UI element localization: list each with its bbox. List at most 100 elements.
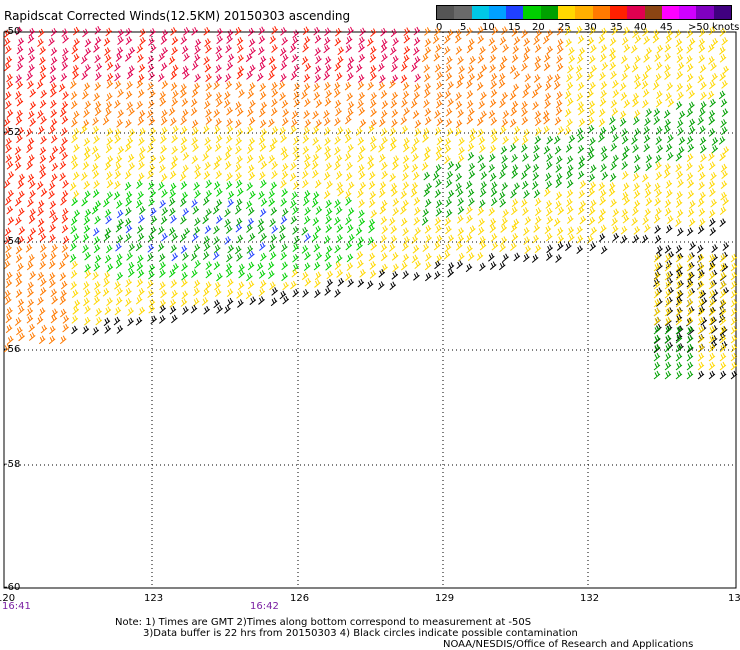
wind-barb [334, 261, 342, 270]
wind-barb [49, 234, 56, 243]
note-line-2: 3)Data buffer is 22 hrs from 20150303 4)… [143, 628, 578, 639]
wind-barb [247, 207, 255, 216]
wind-barb [688, 37, 696, 47]
wind-barb [688, 218, 696, 227]
wind-barb [105, 92, 113, 102]
wind-barb [49, 252, 57, 261]
wind-barb [644, 224, 651, 233]
wind-barb [358, 53, 366, 63]
wind-barb [521, 180, 529, 190]
wind-barb [17, 305, 25, 315]
wind-barb [235, 172, 242, 181]
wind-barb [643, 36, 650, 45]
wind-barb [236, 37, 244, 46]
wind-barb [106, 127, 113, 137]
wind-barb [202, 196, 210, 206]
wind-barb [708, 152, 715, 162]
wind-barb [93, 244, 101, 254]
wind-barb [553, 217, 561, 227]
wind-barb [115, 296, 123, 306]
wind-barb [82, 119, 90, 129]
wind-barb [280, 251, 288, 261]
wind-barb [455, 119, 463, 129]
wind-barb [357, 153, 364, 163]
wind-barb [599, 97, 607, 107]
legend-swatch [696, 6, 714, 19]
wind-barb [708, 298, 716, 308]
wind-barb [326, 270, 334, 280]
wind-barb [225, 180, 233, 190]
wind-barb [125, 224, 133, 234]
wind-barb [125, 90, 133, 100]
legend-swatch [558, 6, 576, 19]
wind-barb [314, 65, 322, 75]
wind-barb [711, 137, 719, 146]
wind-barb [435, 145, 443, 155]
wind-barb [304, 233, 311, 242]
wind-barb [653, 307, 661, 317]
wind-barb [270, 207, 278, 216]
wind-barb [138, 161, 145, 170]
wind-barb [324, 64, 332, 73]
wind-barb [334, 244, 341, 254]
wind-barb [149, 127, 157, 136]
wind-barb [686, 45, 693, 54]
wind-barb [323, 117, 331, 127]
wind-barb [50, 134, 58, 144]
wind-barb [3, 343, 11, 353]
wind-barb [202, 125, 210, 134]
wind-barb [246, 224, 253, 233]
wind-barb [402, 155, 410, 164]
wind-barb [510, 189, 517, 199]
wind-barb [697, 316, 705, 326]
wind-barb [520, 171, 528, 180]
wind-barb [271, 25, 278, 35]
legend-swatch [506, 6, 524, 19]
wind-barb [59, 272, 67, 282]
wind-barb [183, 27, 190, 36]
wind-barb [358, 36, 365, 46]
wind-barb [17, 37, 25, 47]
wind-barb [414, 227, 421, 236]
wind-barb [368, 171, 376, 181]
wind-barb [36, 316, 44, 325]
wind-barb [26, 72, 33, 81]
wind-barb [93, 281, 101, 290]
wind-barb [225, 44, 232, 54]
wind-barb [545, 180, 553, 190]
wind-barb [656, 245, 663, 255]
wind-barb [664, 334, 672, 344]
latitude-label: -56 [4, 344, 21, 355]
wind-barb [113, 316, 121, 326]
wind-barb [468, 134, 476, 143]
wind-barb [357, 189, 364, 199]
wind-barb [335, 72, 343, 82]
wind-barb [270, 234, 277, 243]
wind-barb [271, 44, 278, 53]
wind-barb [355, 227, 363, 236]
wind-barb [490, 44, 498, 54]
wind-barb [456, 79, 463, 89]
wind-barb [480, 171, 488, 180]
wind-barb [553, 81, 561, 90]
wind-barb [510, 223, 518, 233]
wind-barb [424, 27, 431, 36]
wind-barb [302, 289, 309, 298]
wind-barb [213, 261, 221, 271]
wind-barb [422, 208, 430, 218]
wind-barb [161, 29, 168, 39]
wind-barb [697, 298, 705, 308]
wind-barb [697, 307, 705, 317]
wind-barb [192, 126, 199, 136]
wind-barb [666, 152, 674, 161]
wind-barb [424, 272, 432, 282]
wind-barb [94, 254, 102, 264]
wind-barb [347, 181, 355, 191]
wind-barb [509, 143, 517, 153]
wind-barb [93, 262, 101, 272]
wind-barb [290, 215, 298, 225]
wind-barb [554, 116, 562, 126]
wind-barb [116, 272, 124, 281]
wind-barb [709, 188, 716, 197]
wind-barb [62, 34, 69, 44]
